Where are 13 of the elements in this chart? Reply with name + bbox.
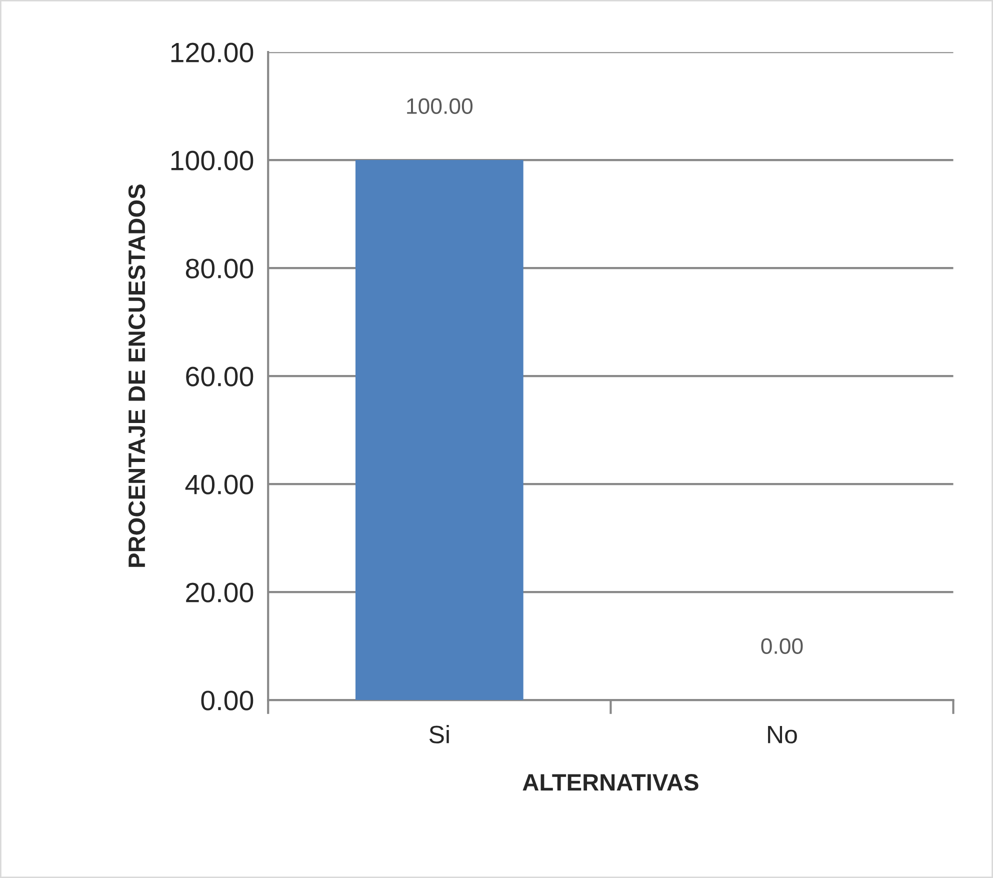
y-tick-label: 60.00 [186, 366, 254, 386]
y-tick-label: 40.00 [185, 474, 254, 494]
y-tick-label: 80.00 [186, 258, 254, 278]
data-label: 0.00 [761, 638, 803, 654]
y-tick-label: 120.00 [171, 42, 254, 62]
y-tick-label: 0.00 [201, 690, 254, 710]
y-tick-label: 20.00 [186, 582, 254, 602]
y-tick-label: 100.00 [171, 150, 254, 170]
x-tick-label: Si [429, 725, 449, 744]
data-label: 100.00 [407, 98, 473, 114]
x-axis-title: ALTERNATIVAS [522, 774, 698, 791]
x-tick-label: No [768, 726, 797, 744]
y-axis-title: PROCENTAJE DE ENCUESTADOS [128, 184, 146, 567]
